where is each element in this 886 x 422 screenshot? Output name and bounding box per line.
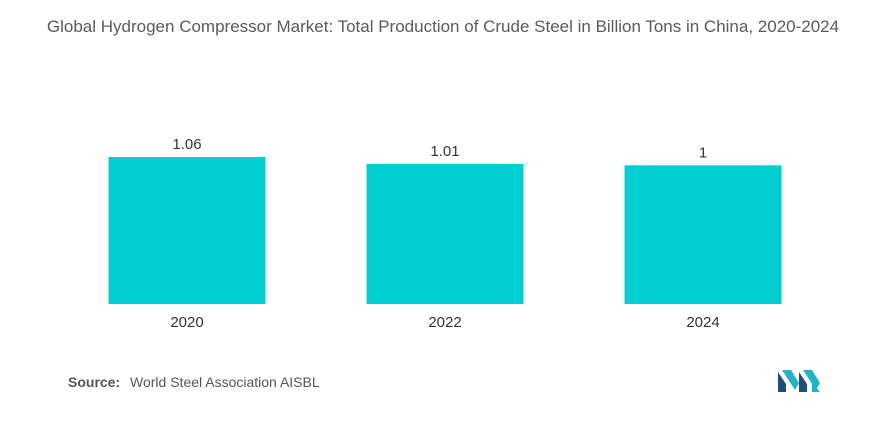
value-labels-layer: 1.06 1.01 1	[172, 136, 707, 161]
chart-title: Global Hydrogen Compressor Market: Total…	[46, 17, 840, 36]
bars-layer	[108, 157, 782, 304]
source-label: Source:	[68, 374, 121, 390]
category-labels-layer: 2020 2022 2024	[170, 314, 719, 331]
source-line: Source: World Steel Association AISBL	[68, 374, 320, 390]
value-label-2022: 1.01	[430, 143, 459, 160]
category-label-2024: 2024	[686, 314, 719, 331]
bar-2024	[624, 165, 782, 304]
value-label-2024: 1	[699, 144, 707, 161]
source-text: World Steel Association AISBL	[130, 374, 320, 390]
bar-2020	[108, 157, 266, 304]
mordor-intelligence-logo-icon	[778, 370, 820, 392]
category-label-2022: 2022	[428, 314, 461, 331]
value-label-2020: 1.06	[172, 136, 201, 153]
bar-2022	[366, 163, 524, 304]
category-label-2020: 2020	[170, 314, 203, 331]
